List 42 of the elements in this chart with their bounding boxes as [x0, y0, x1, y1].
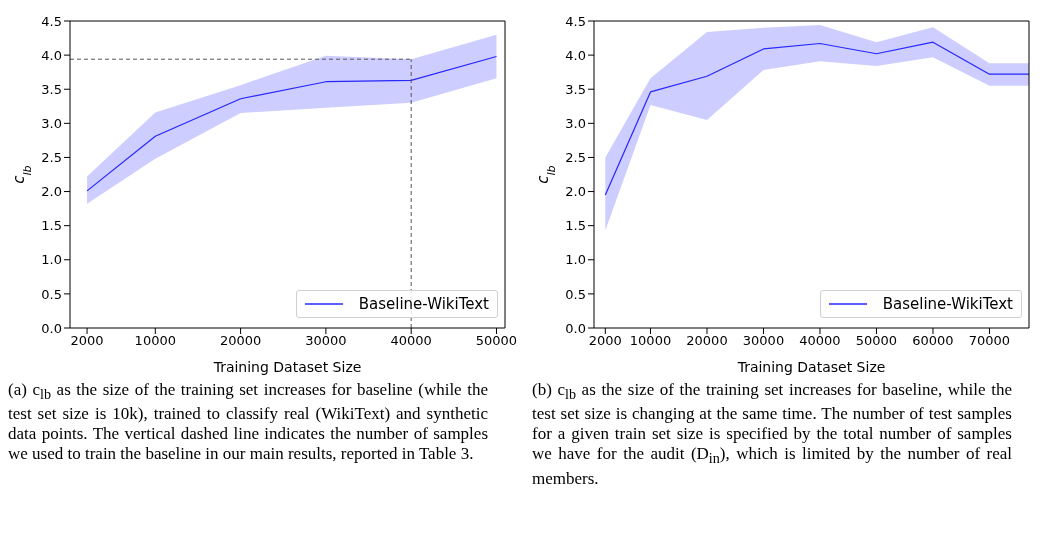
legend-label: Baseline-WikiText: [358, 295, 489, 313]
x-tick-label: 50000: [855, 333, 898, 349]
x-tick-label: 30000: [305, 333, 347, 349]
y-tick-label: 4.5: [41, 13, 62, 29]
x-tick-label: 40000: [799, 333, 841, 349]
line-series: [604, 41, 1029, 196]
y-tick-label: 1.0: [565, 252, 586, 268]
text: (b) c$_{lb}$ as the size of the training set increases for baseline, while the test set size is changing at the same time. The number of test samples for a given train set size is specified by the total number of samples we have for the audit (D$_{in}$), which is limited by the number of real members.: [532, 380, 1012, 488]
x-tick-label: 30000: [742, 333, 785, 349]
y-tick-label: 3.5: [41, 81, 62, 97]
y-tick-label: 2.0: [565, 184, 586, 200]
y-tick-label: 2.5: [41, 150, 62, 166]
y-tick-label: 4.0: [41, 47, 62, 63]
y-tick-label: 3.0: [41, 115, 62, 131]
y-tick-label: 0.5: [565, 286, 586, 302]
x-tick-label: 50000: [475, 333, 518, 349]
y-tick-label: 3.0: [565, 115, 586, 131]
y-tick-label: 2.0: [41, 184, 62, 200]
y-tick-label: 0.0: [565, 320, 586, 336]
x-tick-label: 40000: [390, 333, 432, 349]
line-series: [86, 55, 498, 192]
legend-label: Baseline-WikiText: [882, 295, 1013, 313]
x-tick-label: 20000: [686, 333, 728, 349]
x-axis-title: Training Dataset Size: [212, 359, 362, 375]
y-tick-label: 1.0: [41, 252, 62, 268]
y-tick-label: 0.0: [41, 320, 62, 336]
y-tick-label: 3.5: [565, 81, 586, 97]
y-tick-label: 2.5: [565, 150, 586, 166]
x-axis-title: Training Dataset Size: [736, 359, 886, 375]
x-tick-label: 20000: [219, 333, 262, 349]
x-tick-label: 2000: [588, 333, 622, 349]
y-tick-label: 1.5: [565, 218, 586, 234]
text: (a) c$_{lb}$ as the size of the training set increases for baseline (while the test set size is 10k), trained to classify real (WikiText) and synthetic data points. The vertical dashed line indicates the number of samples we used to train the baseline in our main results, reported in Table 3.: [8, 380, 488, 465]
x-tick-label: 10000: [134, 333, 176, 349]
x-tick-label: 2000: [70, 333, 104, 349]
x-tick-label: 60000: [912, 333, 954, 349]
y-tick-label: 4.5: [565, 13, 586, 29]
x-tick-label: 10000: [629, 333, 672, 349]
y-tick-label: 4.0: [565, 47, 586, 63]
y-tick-label: 0.5: [41, 286, 62, 302]
y-tick-label: 1.5: [41, 218, 62, 234]
x-tick-label: 70000: [968, 333, 1011, 349]
